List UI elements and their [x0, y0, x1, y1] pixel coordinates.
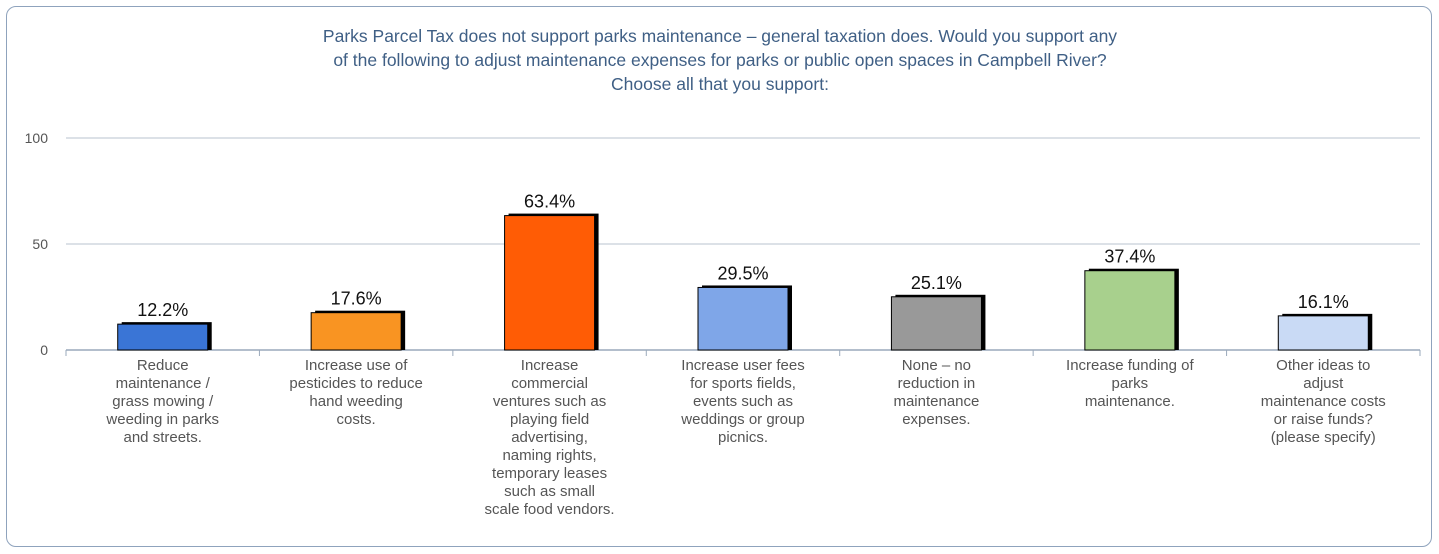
y-tick-label: 50 — [32, 236, 48, 252]
category-label-line: and streets. — [123, 429, 202, 446]
bar — [1277, 315, 1369, 351]
category-label-line: weddings or group — [681, 411, 805, 428]
data-label: 25.1% — [911, 273, 962, 293]
category-label: None – no reduction in maintenance expenses… — [846, 357, 1026, 429]
chart-title: Parks Parcel Tax does not support parks … — [160, 24, 1280, 96]
category-label-line: maintenance — [893, 393, 980, 410]
category-label-line: weeding in parks — [106, 411, 219, 428]
category-label-line: temporary leases — [492, 465, 608, 482]
category-label-line: commercial — [511, 375, 588, 392]
category-label-line: adjust — [1303, 375, 1344, 392]
y-tick-label: 0 — [40, 342, 48, 358]
title-line-3: Choose all that you support: — [611, 74, 829, 94]
category-label-line: Increase — [520, 357, 579, 374]
category-label-line: such as small — [504, 483, 595, 500]
bar — [1084, 270, 1176, 351]
title-line-2: of the following to adjust maintenance e… — [333, 50, 1107, 70]
bar — [890, 296, 982, 351]
category-label-line: or raise funds? — [1273, 411, 1373, 428]
y-tick-label: 100 — [25, 130, 49, 146]
category-label-line: naming rights, — [502, 447, 597, 464]
category-label-line: pesticides to reduce — [289, 375, 423, 392]
category-label: Other ideas to adjust maintenance costs or … — [1233, 357, 1413, 447]
data-label: 16.1% — [1298, 292, 1349, 312]
category-label-line: maintenance. — [1084, 393, 1175, 410]
category-label: Increase user fees for sports fields, even… — [653, 357, 833, 447]
bar — [504, 215, 596, 351]
category-label-line: reduction in — [897, 375, 976, 392]
data-label: 17.6% — [331, 289, 382, 309]
category-label: Reduce maintenance / grass mowing / weeding… — [73, 357, 253, 447]
category-label: Increase commercial ventures such as playin… — [460, 357, 640, 519]
category-label: Increase funding of parks maintenance. — [1040, 357, 1220, 411]
data-label: 63.4% — [524, 192, 575, 212]
title-line-1: Parks Parcel Tax does not support parks … — [322, 26, 1118, 46]
category-label-line: hand weeding — [309, 393, 403, 410]
category-label-line: Increase use of — [304, 357, 408, 374]
bar — [117, 323, 209, 351]
category-label-line: picnics. — [717, 429, 769, 446]
category-label-line: ventures such as — [492, 393, 607, 410]
category-label-line: grass mowing / — [112, 393, 214, 410]
category-label-line: expenses. — [902, 411, 971, 428]
category-label-line: parks — [1111, 375, 1149, 392]
category-label-line: Increase user fees — [681, 357, 805, 374]
category-label-line: for sports fields, — [690, 375, 796, 392]
chart-frame — [6, 6, 1432, 547]
category-label-line: Other ideas to — [1276, 357, 1371, 374]
category-label-line: (please specify) — [1270, 429, 1376, 446]
bar — [697, 286, 789, 351]
data-label: 29.5% — [717, 263, 768, 283]
category-label-line: maintenance / — [115, 375, 210, 392]
category-label-line: Increase funding of — [1066, 357, 1194, 374]
data-label: 12.2% — [137, 300, 188, 320]
category-label-line: Reduce — [136, 357, 189, 374]
data-label: 37.4% — [1104, 247, 1155, 267]
category-label-line: playing field — [509, 411, 590, 428]
category-label: Increase use of pesticides to reduce hand … — [266, 357, 446, 429]
category-label-line: None – no — [901, 357, 972, 374]
bar — [310, 312, 402, 351]
category-label-line: scale food vendors. — [484, 501, 615, 518]
category-label-line: costs. — [336, 411, 376, 428]
category-label-line: advertising, — [511, 429, 588, 446]
category-label-line: events such as — [692, 393, 794, 410]
category-label-line: maintenance costs — [1260, 393, 1386, 410]
